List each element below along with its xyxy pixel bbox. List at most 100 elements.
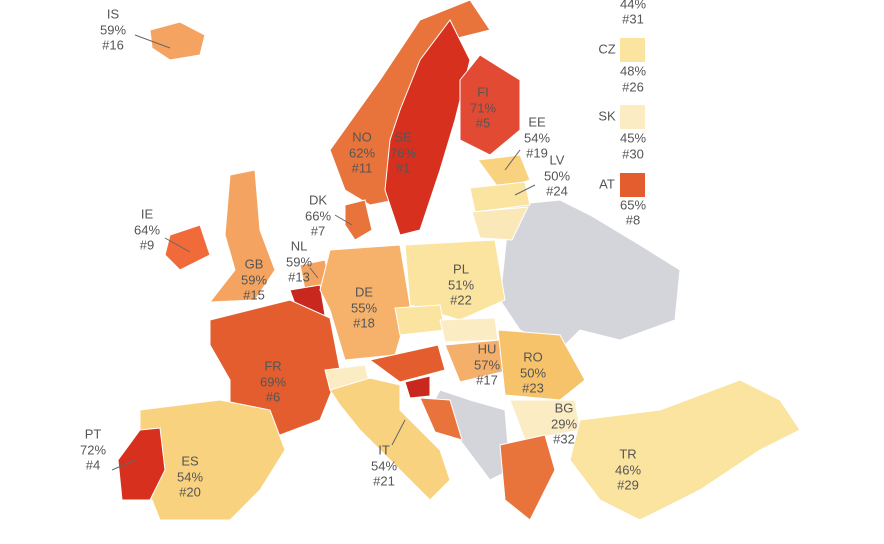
country-code: LV: [550, 152, 565, 167]
country-percent: 71%: [470, 100, 496, 115]
country-code: NO: [352, 129, 372, 144]
leader-line: [309, 267, 319, 279]
country-rank: #7: [311, 223, 325, 238]
slovakia: [439, 317, 499, 343]
leader-lines: [111, 34, 536, 471]
austria: [368, 344, 446, 383]
finland: [459, 54, 521, 156]
country-code: IS: [107, 6, 120, 21]
country-percent: 59%: [241, 272, 267, 287]
country-rank: #20: [179, 484, 201, 499]
legend-rank: #8: [626, 212, 640, 227]
country-rank: #19: [526, 145, 548, 160]
country-code: PL: [453, 261, 469, 276]
czechia: [394, 304, 446, 336]
legend-rank: #31: [622, 11, 644, 26]
country-percent: 46%: [615, 462, 641, 477]
country-code: SE: [394, 129, 412, 144]
country-rank: #6: [266, 389, 280, 404]
country-code: BG: [555, 400, 574, 415]
leader-line: [391, 419, 406, 446]
country-shapes: [117, 0, 801, 521]
country-rank: #16: [102, 37, 124, 52]
country-percent: 69%: [260, 374, 286, 389]
portugal: [117, 427, 166, 501]
country-code: ES: [181, 453, 199, 468]
country-percent: 59%: [286, 254, 312, 269]
country-rank: #9: [140, 237, 154, 252]
country-code: DE: [355, 284, 373, 299]
germany: [319, 244, 411, 361]
leader-line: [134, 34, 171, 49]
country-percent: 50%: [544, 168, 570, 183]
leader-line: [164, 237, 191, 253]
leader-line: [334, 214, 353, 226]
croatia: [419, 397, 463, 441]
country-code: FI: [477, 84, 489, 99]
country-code: IT: [378, 442, 390, 457]
legend-swatch: [620, 105, 645, 129]
turkey: [569, 379, 801, 521]
country-percent: 54%: [177, 469, 203, 484]
legend-rank: #30: [622, 146, 644, 161]
leader-line: [504, 149, 521, 171]
legend-percent: 45%: [620, 130, 646, 145]
ireland: [164, 224, 211, 271]
country-code: EE: [528, 114, 546, 129]
country-code: DK: [309, 192, 327, 207]
france: [209, 299, 341, 436]
country-rank: #23: [522, 380, 544, 395]
leader-line: [514, 184, 536, 196]
legend-swatch: [620, 38, 645, 62]
country-percent: 72%: [80, 442, 106, 457]
country-rank: #17: [476, 372, 498, 387]
estonia: [477, 154, 531, 191]
country-rank: #13: [288, 269, 310, 284]
country-percent: 57%: [474, 357, 500, 372]
romania: [497, 329, 586, 401]
legend-swatches: [620, 38, 645, 197]
country-percent: 54%: [371, 458, 397, 473]
legend-code: CZ: [598, 41, 615, 56]
country-code: PT: [85, 426, 102, 441]
country-rank: #4: [86, 457, 100, 472]
country-percent: 55%: [351, 300, 377, 315]
country-percent: 76%: [390, 145, 416, 160]
country-percent: 64%: [134, 222, 160, 237]
country-rank: #22: [450, 292, 472, 307]
country-code: TR: [619, 446, 636, 461]
leader-line: [111, 459, 136, 471]
poland: [404, 239, 506, 321]
country-rank: #29: [617, 477, 639, 492]
legend-code: SK: [598, 108, 616, 123]
country-code: RO: [523, 349, 543, 364]
sweden: [384, 19, 471, 236]
country-percent: 62%: [349, 145, 375, 160]
slovenia: [404, 375, 431, 399]
greece: [499, 434, 556, 521]
country-rank: #21: [373, 473, 395, 488]
country-rank: #1: [396, 160, 410, 175]
country-percent: 54%: [524, 130, 550, 145]
country-percent: 29%: [551, 416, 577, 431]
italy: [329, 377, 451, 501]
country-code: NL: [291, 238, 308, 253]
legend-rank: #26: [622, 79, 644, 94]
country-code: HU: [478, 341, 497, 356]
country-code: GB: [245, 256, 264, 271]
country-rank: #18: [353, 315, 375, 330]
country-code: IE: [141, 206, 154, 221]
great-britain: [208, 169, 276, 303]
country-percent: 50%: [520, 365, 546, 380]
country-code: FR: [264, 358, 281, 373]
country-rank: #5: [476, 115, 490, 130]
denmark: [344, 199, 373, 241]
country-rank: #15: [243, 287, 265, 302]
country-rank: #24: [546, 183, 568, 198]
legend-percent: 48%: [620, 63, 646, 78]
legend-code: AT: [599, 176, 615, 191]
country-percent: 66%: [305, 208, 331, 223]
country-rank: #32: [553, 431, 575, 446]
